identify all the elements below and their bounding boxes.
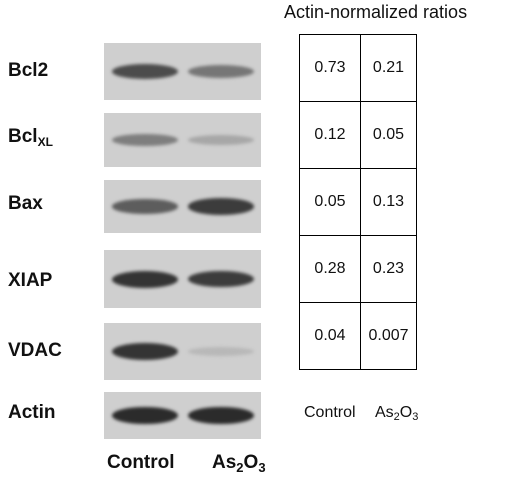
row-label-bax: Bax — [8, 193, 43, 215]
row-label-actin: Actin — [8, 402, 56, 424]
blot-strip-bclxl — [104, 113, 261, 167]
col-label-text: Control — [304, 404, 356, 421]
blot-band-as2o3 — [188, 406, 254, 425]
ratio-cell-control: 0.73 — [299, 34, 361, 102]
blot-band-control — [112, 343, 178, 360]
ratios-title: Actin-normalized ratios — [284, 2, 468, 22]
ratio-cell-control: 0.05 — [299, 168, 361, 236]
table-row: 0.04 0.007 — [299, 302, 417, 370]
row-label-text: Bcl — [8, 126, 38, 147]
lane-label-subscript: 3 — [258, 460, 266, 475]
ratio-cell-control: 0.12 — [299, 101, 361, 169]
lane-label-text: As — [212, 452, 237, 473]
ratio-cell-control: 0.04 — [299, 302, 361, 370]
blot-band-control — [112, 406, 178, 425]
lane-label-text: Control — [107, 452, 175, 473]
col-label-subscript: 3 — [412, 411, 419, 423]
blot-band-as2o3 — [188, 347, 254, 356]
row-label-xiap: XIAP — [8, 270, 52, 292]
blot-strip-vdac — [104, 323, 261, 380]
ratio-cell-as2o3: 0.23 — [360, 235, 417, 303]
blot-band-control — [112, 270, 178, 288]
blot-band-as2o3 — [188, 270, 254, 288]
col-label-text: O — [399, 404, 413, 421]
blot-band-control — [112, 133, 178, 147]
table-row: 0.05 0.13 — [299, 168, 417, 236]
ratio-cell-as2o3: 0.05 — [360, 101, 417, 169]
ratio-cell-as2o3: 0.21 — [360, 34, 417, 102]
blot-band-as2o3 — [188, 198, 254, 215]
table-row: 0.28 0.23 — [299, 235, 417, 303]
blot-strip-xiap — [104, 250, 261, 308]
row-label-bcl2: Bcl2 — [8, 60, 48, 82]
row-label-subscript: XL — [37, 135, 53, 149]
table-col-label-as2o3: As2O3 — [375, 404, 418, 423]
ratio-cell-as2o3: 0.007 — [360, 302, 417, 370]
col-label-text: As — [375, 404, 394, 421]
row-label-vdac: VDAC — [8, 340, 62, 362]
lane-label-subscript: 2 — [236, 460, 244, 475]
ratios-table: 0.73 0.21 0.12 0.05 0.05 0.13 0.28 0.23 … — [299, 34, 417, 370]
lane-label-as2o3: As2O3 — [212, 452, 266, 475]
blot-strip-actin — [104, 392, 261, 439]
row-label-text: XIAP — [8, 270, 53, 291]
lane-label-text: O — [243, 452, 259, 473]
blot-band-control — [112, 199, 178, 214]
blot-strip-bcl2 — [104, 43, 261, 100]
blot-band-control — [112, 63, 178, 80]
row-label-text: Actin — [8, 402, 56, 423]
blot-band-as2o3 — [188, 65, 254, 78]
table-col-label-control: Control — [304, 404, 356, 422]
lane-label-control: Control — [107, 452, 175, 474]
blot-strip-bax — [104, 180, 261, 233]
ratio-cell-control: 0.28 — [299, 235, 361, 303]
row-label-text: Bcl2 — [8, 60, 49, 81]
row-label-text: VDAC — [8, 340, 62, 361]
table-row: 0.73 0.21 — [299, 34, 417, 102]
table-row: 0.12 0.05 — [299, 101, 417, 169]
blot-band-as2o3 — [188, 135, 254, 145]
row-label-text: Bax — [8, 193, 43, 214]
ratio-cell-as2o3: 0.13 — [360, 168, 417, 236]
row-label-bclxl: BclXL — [8, 126, 53, 149]
col-label-subscript: 2 — [393, 411, 400, 423]
